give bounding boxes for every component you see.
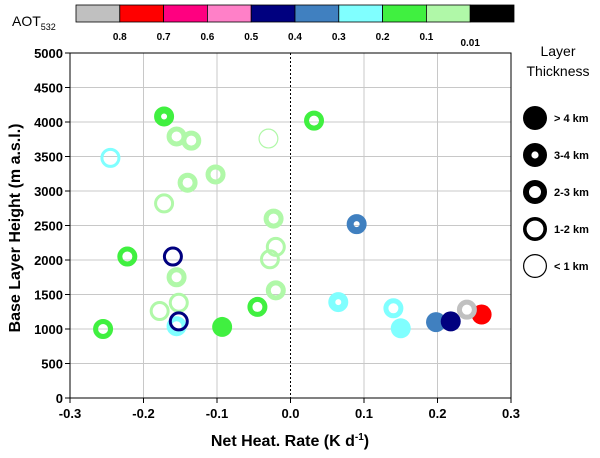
- x-tick-label: 0.1: [355, 406, 373, 421]
- data-point: [154, 193, 175, 214]
- colorbar-tick-label: 0.4: [288, 32, 302, 43]
- data-point: [117, 246, 138, 267]
- data-point: [456, 299, 477, 320]
- y-tick-label: 4000: [34, 115, 63, 130]
- colorbar-cell: [425, 4, 471, 23]
- data-point: [166, 267, 187, 288]
- y-tick-label: 3000: [34, 184, 63, 199]
- colorbar-tick-label: 0.01: [460, 38, 480, 49]
- data-point: [426, 312, 447, 333]
- legend-symbol: [523, 106, 547, 130]
- data-point: [263, 208, 284, 229]
- data-point: [383, 298, 404, 319]
- x-tick-label: 0.3: [502, 406, 520, 421]
- y-tick-label: 5000: [34, 46, 63, 61]
- colorbar-cell: [119, 4, 165, 23]
- legend-symbol: [523, 142, 548, 167]
- y-tick-label: 1000: [34, 322, 63, 337]
- data-point: [265, 280, 286, 301]
- data-point: [390, 318, 411, 339]
- legend-item-label: 1-2 km: [554, 224, 589, 236]
- x-tick-label: -0.1: [206, 406, 228, 421]
- data-point: [154, 106, 175, 127]
- y-tick-label: 4500: [34, 81, 63, 96]
- data-point: [304, 110, 325, 131]
- data-point: [100, 147, 121, 168]
- colorbar-cell: [338, 4, 383, 23]
- data-points: [93, 106, 492, 339]
- y-axis-ticks: 0 500 1000 1500 2000 2500 3000 3500 4000 4500 5000: [34, 46, 70, 406]
- colorbar-tick-label: 0.3: [332, 32, 346, 43]
- x-tick-label: -0.2: [132, 406, 154, 421]
- colorbar-cell: [294, 4, 340, 23]
- y-tick-label: 2000: [34, 253, 63, 268]
- colorbar-tick-label: 0.5: [244, 32, 258, 43]
- colorbar-cell: [75, 4, 121, 23]
- y-tick-label: 0: [56, 391, 63, 406]
- colorbar-tick-label: 0.1: [419, 32, 433, 43]
- legend-item-label: 3-4 km: [554, 150, 589, 162]
- data-point: [328, 292, 349, 313]
- legend-title-line2: Thickness: [526, 63, 589, 79]
- x-tick-label: -0.3: [59, 406, 81, 421]
- data-point: [346, 214, 367, 235]
- legend-item-label: < 1 km: [554, 261, 589, 273]
- y-tick-label: 500: [41, 357, 63, 372]
- y-tick-label: 2500: [34, 219, 63, 234]
- data-point: [247, 296, 268, 317]
- data-point: [168, 292, 189, 313]
- data-point: [93, 319, 114, 339]
- y-tick-label: 1500: [34, 288, 63, 303]
- data-point: [177, 172, 198, 193]
- data-point: [168, 311, 189, 332]
- data-point: [149, 301, 170, 322]
- x-axis-label: Net Heat. Rate (K d-1): [211, 432, 369, 450]
- colorbar-tick-label: 0.8: [113, 32, 127, 43]
- colorbar-label: AOT532: [12, 13, 56, 32]
- colorbar-tick-label: 0.7: [157, 32, 171, 43]
- legend-item-label: > 4 km: [554, 113, 589, 125]
- data-point: [259, 249, 280, 270]
- legend-title-line1: Layer: [540, 43, 575, 59]
- colorbar-tick-label: 0.2: [376, 32, 390, 43]
- x-tick-label: 0.0: [281, 406, 299, 421]
- colorbar-cell: [163, 4, 208, 23]
- colorbar-cell: [469, 4, 515, 23]
- colorbar: AOT532 0.8 0.7 0.6 0.5 0.4 0.3 0.2 0.1 0.01: [12, 4, 515, 49]
- data-point: [162, 246, 183, 267]
- y-axis-label: Base Layer Height (m a.s.l.): [7, 124, 24, 333]
- legend-item-label: 2-3 km: [554, 187, 589, 199]
- colorbar-cell: [206, 4, 252, 23]
- y-tick-label: 3500: [34, 150, 63, 165]
- legend-symbol: [523, 180, 547, 204]
- data-point: [212, 316, 233, 337]
- data-point: [205, 164, 226, 185]
- legend: Layer Thickness > 4 km 3-4 km 2-3 km 1-2 km…: [522, 43, 590, 279]
- colorbar-cell: [382, 4, 427, 23]
- data-point: [181, 130, 202, 151]
- legend-symbol: [522, 254, 547, 279]
- x-axis-ticks: -0.3 -0.2 -0.1 0.0 0.1 0.2 0.3: [59, 398, 520, 421]
- legend-symbol: [522, 217, 547, 242]
- data-point: [440, 311, 461, 332]
- colorbar-cell: [250, 4, 296, 23]
- data-point: [258, 128, 279, 149]
- colorbar-tick-label: 0.6: [200, 32, 214, 43]
- x-tick-label: 0.2: [428, 406, 446, 421]
